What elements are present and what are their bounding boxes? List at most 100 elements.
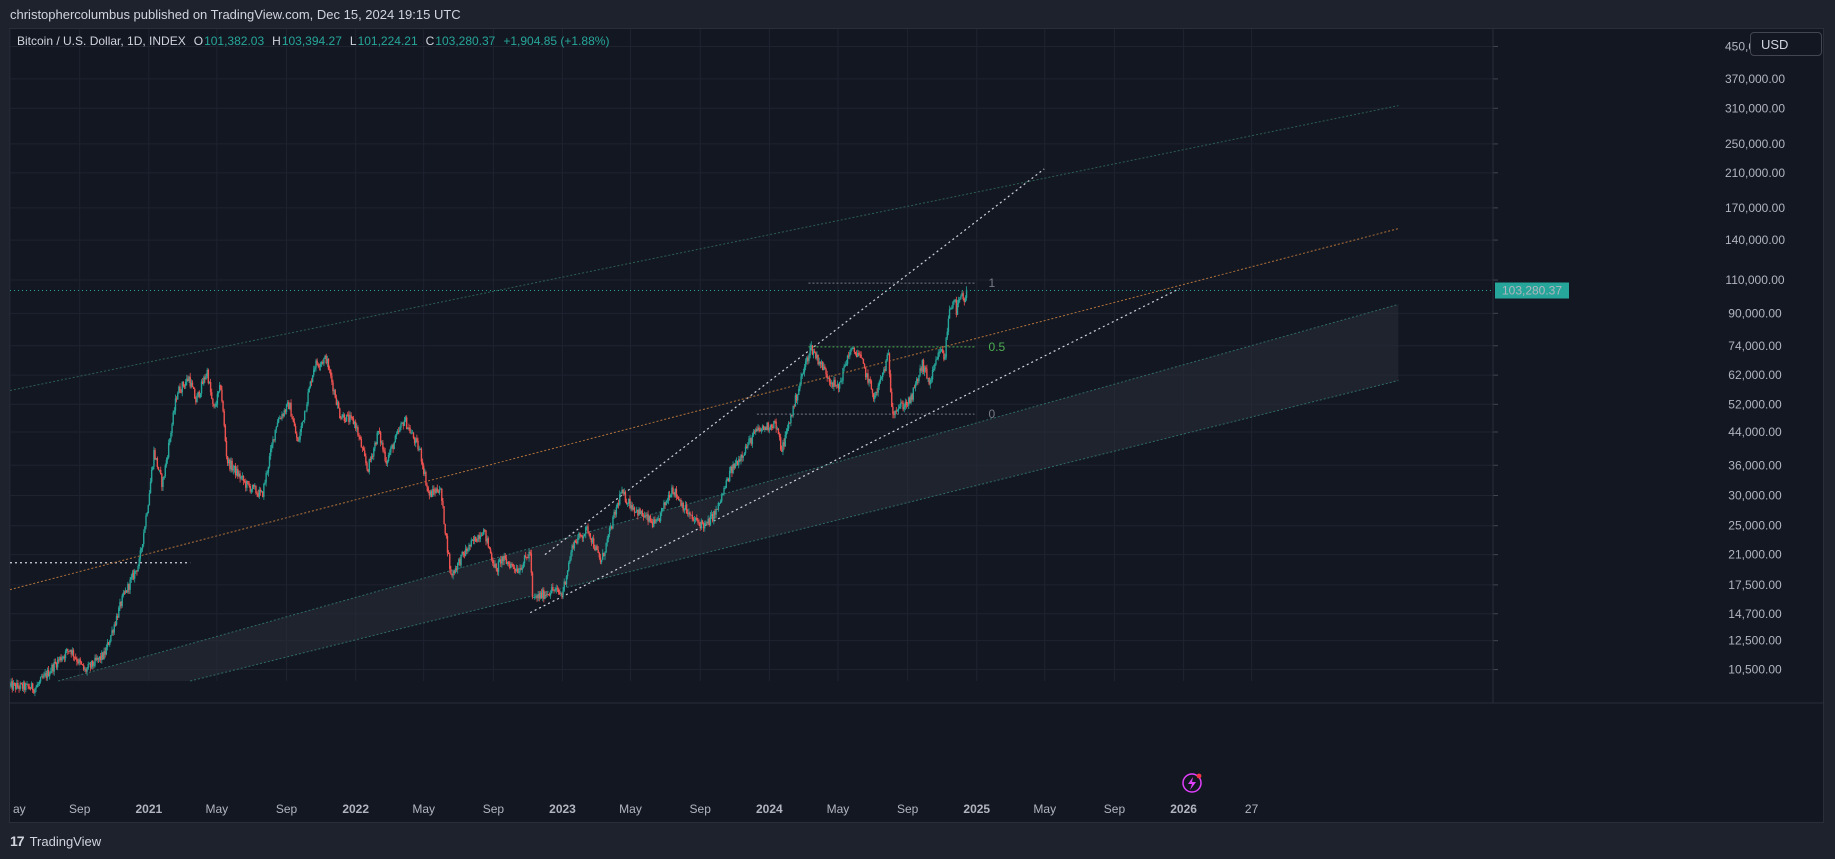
candle bbox=[344, 417, 347, 423]
last-price-line: 103,280.37 bbox=[10, 282, 1569, 299]
price-tick-label: 74,000.00 bbox=[1728, 339, 1782, 353]
candle bbox=[127, 581, 129, 594]
candle bbox=[449, 552, 451, 573]
candle bbox=[920, 366, 922, 373]
candlesticks bbox=[10, 286, 968, 697]
candle bbox=[597, 546, 599, 554]
candle bbox=[191, 380, 194, 388]
candle bbox=[404, 415, 407, 423]
chart-frame[interactable] bbox=[9, 28, 1824, 823]
candle bbox=[670, 493, 672, 498]
ohlc-open: O101,382.03 bbox=[193, 34, 265, 48]
candle bbox=[906, 401, 909, 408]
candle bbox=[75, 653, 77, 660]
candle bbox=[581, 534, 584, 542]
candle bbox=[725, 477, 727, 489]
candle bbox=[332, 379, 334, 395]
candle bbox=[665, 499, 667, 506]
candle bbox=[655, 519, 657, 524]
candle bbox=[348, 410, 350, 426]
candle bbox=[383, 447, 385, 454]
currency-button[interactable]: USD bbox=[1750, 32, 1822, 56]
candle bbox=[700, 518, 703, 530]
candle bbox=[599, 553, 602, 565]
candle bbox=[548, 592, 551, 597]
candle bbox=[194, 387, 196, 399]
candle bbox=[382, 439, 384, 453]
candle bbox=[529, 549, 531, 556]
candle bbox=[246, 480, 248, 492]
candle bbox=[166, 455, 169, 464]
price-axis: 450,000.00370,000.00310,000.00250,000.00… bbox=[1492, 29, 1785, 703]
candle bbox=[267, 466, 270, 477]
candle bbox=[626, 502, 629, 508]
candle bbox=[747, 442, 749, 450]
candle bbox=[826, 370, 828, 382]
candle bbox=[67, 648, 69, 655]
candle bbox=[258, 486, 261, 499]
candle bbox=[128, 583, 130, 595]
candle bbox=[357, 425, 359, 437]
time-tick-label: May bbox=[412, 802, 435, 816]
candle bbox=[471, 538, 474, 542]
candle bbox=[727, 477, 730, 482]
candle bbox=[161, 473, 163, 491]
candle bbox=[199, 392, 202, 399]
candle bbox=[842, 367, 844, 384]
candle bbox=[619, 490, 621, 506]
candle bbox=[547, 593, 550, 596]
candle bbox=[119, 598, 121, 611]
candle bbox=[223, 408, 225, 428]
candle bbox=[377, 430, 380, 436]
price-tick-label: 30,000.00 bbox=[1728, 488, 1782, 502]
candle bbox=[178, 385, 180, 394]
candle bbox=[111, 626, 113, 636]
candle bbox=[902, 400, 904, 412]
candle bbox=[160, 466, 162, 475]
candle bbox=[728, 466, 731, 483]
candle bbox=[30, 681, 33, 689]
candle bbox=[394, 434, 397, 443]
candle bbox=[232, 464, 234, 475]
candle bbox=[555, 584, 557, 594]
candle bbox=[791, 414, 793, 418]
candle bbox=[129, 577, 131, 595]
candle bbox=[401, 421, 403, 425]
candle bbox=[390, 445, 392, 456]
candle bbox=[718, 502, 721, 506]
candle bbox=[470, 537, 472, 548]
candle bbox=[944, 353, 946, 361]
candle bbox=[256, 491, 258, 497]
candle bbox=[517, 565, 519, 574]
candle bbox=[10, 678, 12, 688]
candle bbox=[546, 590, 548, 598]
candle bbox=[840, 377, 842, 383]
candle bbox=[859, 351, 861, 358]
candle bbox=[959, 297, 961, 303]
candle bbox=[391, 443, 393, 449]
candle bbox=[811, 345, 814, 356]
candle bbox=[26, 681, 28, 685]
candle bbox=[381, 440, 383, 445]
candle bbox=[590, 538, 593, 546]
candle bbox=[118, 605, 120, 618]
candle bbox=[204, 374, 206, 383]
candle bbox=[860, 351, 862, 359]
candle bbox=[370, 453, 373, 463]
candle bbox=[62, 655, 64, 660]
candle bbox=[909, 396, 911, 404]
lightning-icon[interactable] bbox=[1182, 773, 1202, 793]
candle bbox=[674, 488, 676, 499]
candle bbox=[69, 649, 71, 653]
candle bbox=[513, 564, 516, 574]
candle bbox=[56, 656, 59, 671]
candle bbox=[825, 367, 827, 378]
candle bbox=[257, 489, 259, 498]
candle bbox=[858, 350, 860, 357]
candle bbox=[740, 453, 742, 465]
symbol-name[interactable]: Bitcoin / U.S. Dollar, 1D, INDEX bbox=[17, 34, 186, 48]
candle bbox=[417, 437, 419, 452]
time-tick-label: 2026 bbox=[1170, 802, 1197, 816]
last-price-badge bbox=[1495, 282, 1569, 299]
